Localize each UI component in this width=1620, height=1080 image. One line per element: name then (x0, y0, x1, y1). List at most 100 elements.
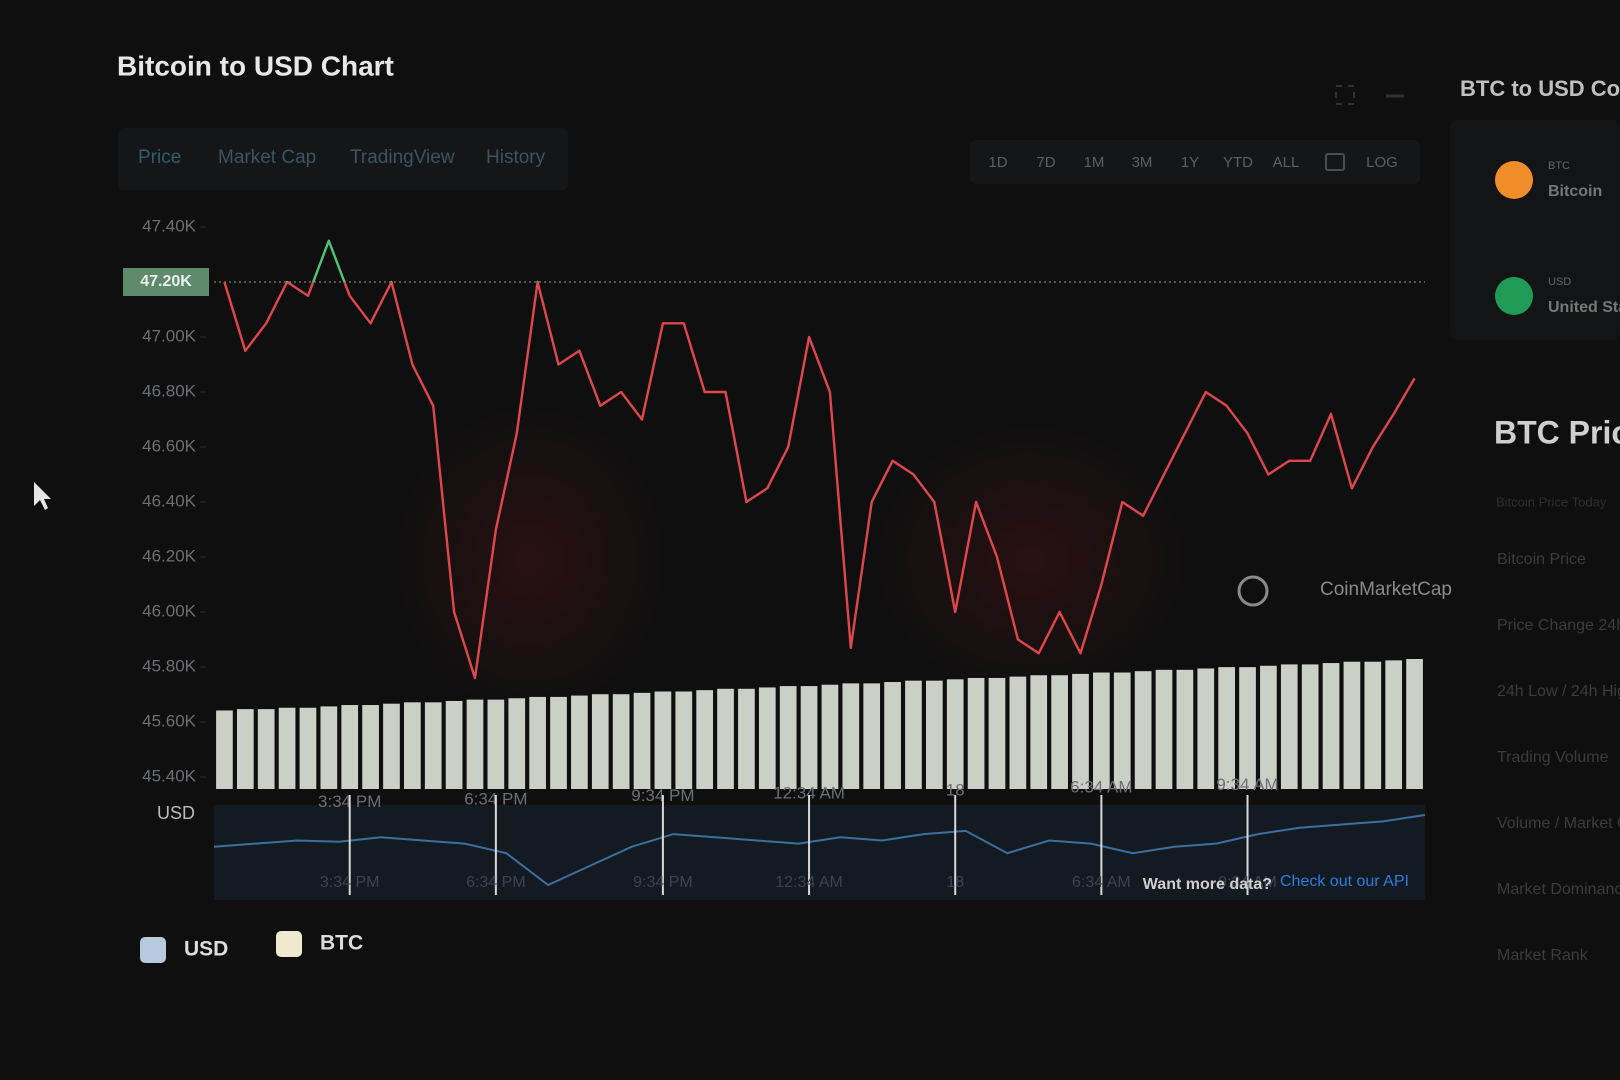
volume-bar (299, 707, 317, 789)
glow (390, 400, 670, 720)
stats-row-label: Market Dominance (1497, 881, 1620, 898)
y-axis-label: USD (157, 803, 195, 823)
x-tick-label: 12:34 AM (773, 783, 845, 802)
converter-card (1450, 120, 1620, 340)
volume-bar (1093, 672, 1110, 789)
fullscreen-icon[interactable] (1335, 85, 1355, 105)
x-tick-label: 18 (946, 780, 965, 799)
volume-bar (1134, 671, 1152, 789)
range-button[interactable]: YTD (1223, 154, 1253, 171)
range-button[interactable]: ALL (1273, 154, 1300, 171)
volume-bar (842, 683, 860, 789)
volume-bar (1197, 668, 1215, 789)
volume-bar (696, 690, 714, 789)
legend-label[interactable]: BTC (320, 932, 363, 955)
y-tick-label: 47.40K (142, 216, 197, 235)
y-tick-label: 46.60K (142, 436, 197, 455)
tab[interactable]: TradingView (350, 147, 455, 168)
volume-bar (1051, 675, 1068, 789)
stats-row-label: 24h Low / 24h High (1497, 683, 1620, 700)
currency-icon (1495, 277, 1533, 315)
volume-bar (1176, 669, 1194, 789)
volume-bar (445, 700, 463, 789)
tab-bar (118, 128, 568, 190)
stats-row-label: Market Rank (1497, 947, 1589, 964)
volume-bar (738, 688, 755, 789)
volume-bar (1364, 661, 1382, 789)
volume-bar (341, 705, 359, 789)
calendar-icon[interactable] (1325, 153, 1345, 171)
volume-bar (216, 710, 233, 789)
volume-bar (1260, 665, 1277, 789)
navigator-label: 3:34 PM (320, 874, 380, 891)
stats-row-label: Price Change 24h (1497, 617, 1620, 634)
watermark-logo (1237, 575, 1269, 607)
range-button[interactable]: 3M (1132, 154, 1153, 171)
volume-bar (571, 695, 588, 789)
tab[interactable]: Price (138, 147, 181, 168)
y-tick-label: 45.80K (142, 656, 197, 675)
volume-bar (550, 696, 567, 789)
tab[interactable]: History (486, 147, 546, 168)
cursor (34, 482, 51, 510)
volume-bar (905, 680, 922, 789)
currency-name: Bitcoin (1548, 183, 1602, 200)
legend-swatch (140, 937, 166, 963)
range-button[interactable]: 7D (1036, 154, 1055, 171)
navigator-label: 6:34 AM (1072, 874, 1131, 891)
volume-bar (717, 688, 734, 789)
volume-bar (278, 707, 296, 789)
y-tick-label: 46.00K (142, 601, 197, 620)
y-tick-label: 45.60K (142, 711, 197, 730)
volume-bar (320, 706, 338, 789)
stats-subtitle: Bitcoin Price Today (1496, 494, 1607, 509)
volume-bar (424, 702, 442, 789)
volume-bar (863, 683, 881, 789)
range-button[interactable]: 1Y (1181, 154, 1199, 171)
volume-bar (1218, 667, 1235, 789)
volume-bar (1322, 663, 1340, 789)
currency-code: BTC (1548, 160, 1570, 172)
volume-bar (1280, 664, 1298, 789)
y-tick-label: 47.00K (142, 326, 197, 345)
volume-bar (758, 687, 776, 789)
volume-bar (1343, 661, 1361, 789)
navigator-bg (214, 805, 1425, 900)
volume-bar (925, 680, 943, 789)
range-button[interactable]: 1D (988, 154, 1007, 171)
currency-code: USD (1548, 276, 1571, 288)
legend-swatch (276, 931, 302, 957)
volume-bar (508, 698, 526, 789)
range-button[interactable]: LOG (1366, 154, 1398, 171)
volume-bar (821, 684, 839, 789)
volume-bar (591, 694, 609, 789)
volume-bar (1239, 667, 1256, 789)
volume-bar (967, 677, 985, 789)
navigator-label: 9:34 PM (633, 874, 693, 891)
navigator-label: 18 (946, 874, 964, 891)
glow (870, 420, 1190, 700)
price-line (223, 239, 1416, 680)
reference-label: 47.20K (140, 273, 192, 290)
y-tick-label: 45.40K (142, 766, 197, 785)
stats-title: BTC Price Statistics (1494, 414, 1620, 450)
navigator-line (213, 814, 1426, 887)
volume-bar (675, 691, 693, 789)
legend-label[interactable]: USD (184, 938, 228, 961)
volume-bar (1009, 676, 1027, 789)
volume-bar (466, 699, 484, 789)
stats-row-label: Bitcoin Price (1497, 551, 1586, 568)
footer-link[interactable]: Check out our API (1280, 873, 1409, 890)
volume-bar (362, 705, 379, 789)
volume-bar (612, 694, 630, 789)
stats-row-label: Volume / Market Cap (1497, 815, 1620, 832)
volume-bar (1155, 669, 1173, 789)
stats-row-label: Trading Volume (1497, 749, 1609, 766)
watermark: CoinMarketCap (1320, 579, 1452, 600)
tab[interactable]: Market Cap (218, 147, 316, 168)
volume-bar (1030, 675, 1048, 789)
y-tick-label: 46.80K (142, 381, 197, 400)
volume-bar (404, 702, 421, 789)
range-button[interactable]: 1M (1084, 154, 1105, 171)
